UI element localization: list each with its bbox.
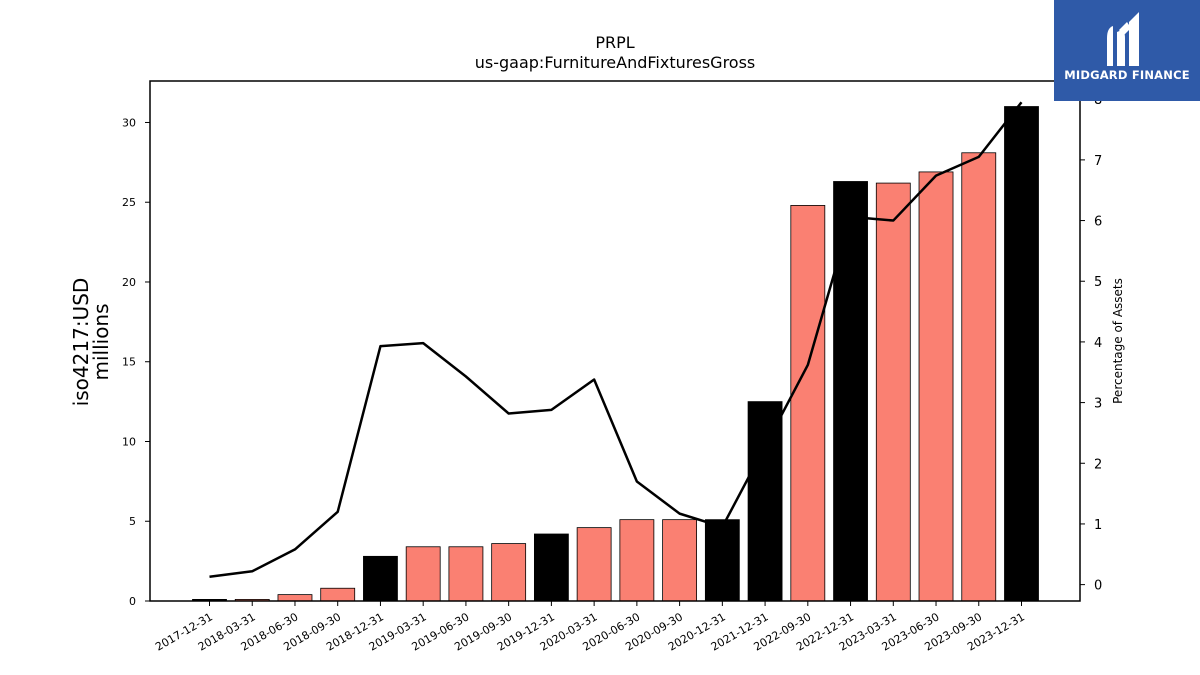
line-layer — [209, 101, 1023, 578]
left-tick-label: 30 — [122, 116, 136, 129]
left-tick-label: 5 — [129, 515, 136, 528]
bar-2023-06-30 — [918, 171, 954, 602]
brand-logo: MIDGARD FINANCE — [1054, 0, 1200, 101]
right-tick-label: 4 — [1094, 336, 1102, 351]
left-tick-label: 0 — [129, 595, 136, 608]
left-tick-label: 20 — [122, 276, 136, 289]
left-tick-label: 15 — [122, 356, 136, 369]
bar-2019-09-30 — [491, 543, 527, 602]
bars-layer — [192, 106, 1039, 602]
bar-2020-06-30 — [619, 519, 655, 602]
bar-2020-09-30 — [662, 519, 698, 602]
bar-2022-09-30 — [790, 205, 826, 602]
left-axis: 0 5 10 15 20 25 30 — [122, 116, 150, 608]
bar-2020-03-31 — [576, 527, 612, 602]
chart-subtitle: us-gaap:FurnitureAndFixturesGross — [475, 53, 756, 72]
plot-frame — [149, 80, 1081, 602]
right-axis-label-group: Percentage of Assets — [1111, 278, 1125, 404]
bar-2022-12-31 — [833, 181, 868, 602]
right-tick-label: 7 — [1094, 154, 1102, 169]
chart-title: PRPL — [595, 33, 634, 52]
right-axis-label: Percentage of Assets — [1111, 278, 1125, 404]
bar-2019-12-31 — [533, 533, 569, 602]
bar-2023-09-30 — [961, 152, 997, 602]
left-axis-label-line1: iso4217:USD — [69, 278, 93, 407]
right-tick-label: 1 — [1094, 518, 1102, 533]
bar-2020-12-31 — [704, 519, 740, 602]
bar-2023-03-31 — [875, 182, 911, 602]
bar-2023-12-31 — [1004, 106, 1039, 602]
right-tick-label: 6 — [1094, 215, 1102, 230]
left-tick-label: 10 — [122, 435, 136, 448]
bar-2019-03-31 — [405, 546, 441, 602]
left-axis-label-group: iso4217:USD millions — [69, 278, 113, 407]
midgard-logo-icon — [1107, 12, 1139, 66]
bar-2019-06-30 — [448, 546, 484, 602]
bar-2018-12-31 — [363, 555, 398, 602]
bar-2021-12-31 — [747, 401, 783, 602]
left-axis-label-line2: millions — [89, 303, 113, 380]
right-tick-label: 3 — [1094, 397, 1102, 412]
x-axis: 2017-12-312018-03-312018-06-302018-09-30… — [153, 601, 1027, 654]
bar-2018-09-30 — [320, 587, 356, 602]
right-tick-label: 5 — [1094, 275, 1102, 290]
left-tick-label: 25 — [122, 196, 136, 209]
right-axis: 012345678 — [1080, 93, 1102, 594]
right-tick-label: 2 — [1094, 457, 1102, 472]
bar-2018-06-30 — [277, 594, 313, 602]
brand-name: MIDGARD FINANCE — [1064, 68, 1190, 82]
right-tick-label: 0 — [1094, 579, 1102, 594]
percentage-line — [209, 101, 1023, 578]
